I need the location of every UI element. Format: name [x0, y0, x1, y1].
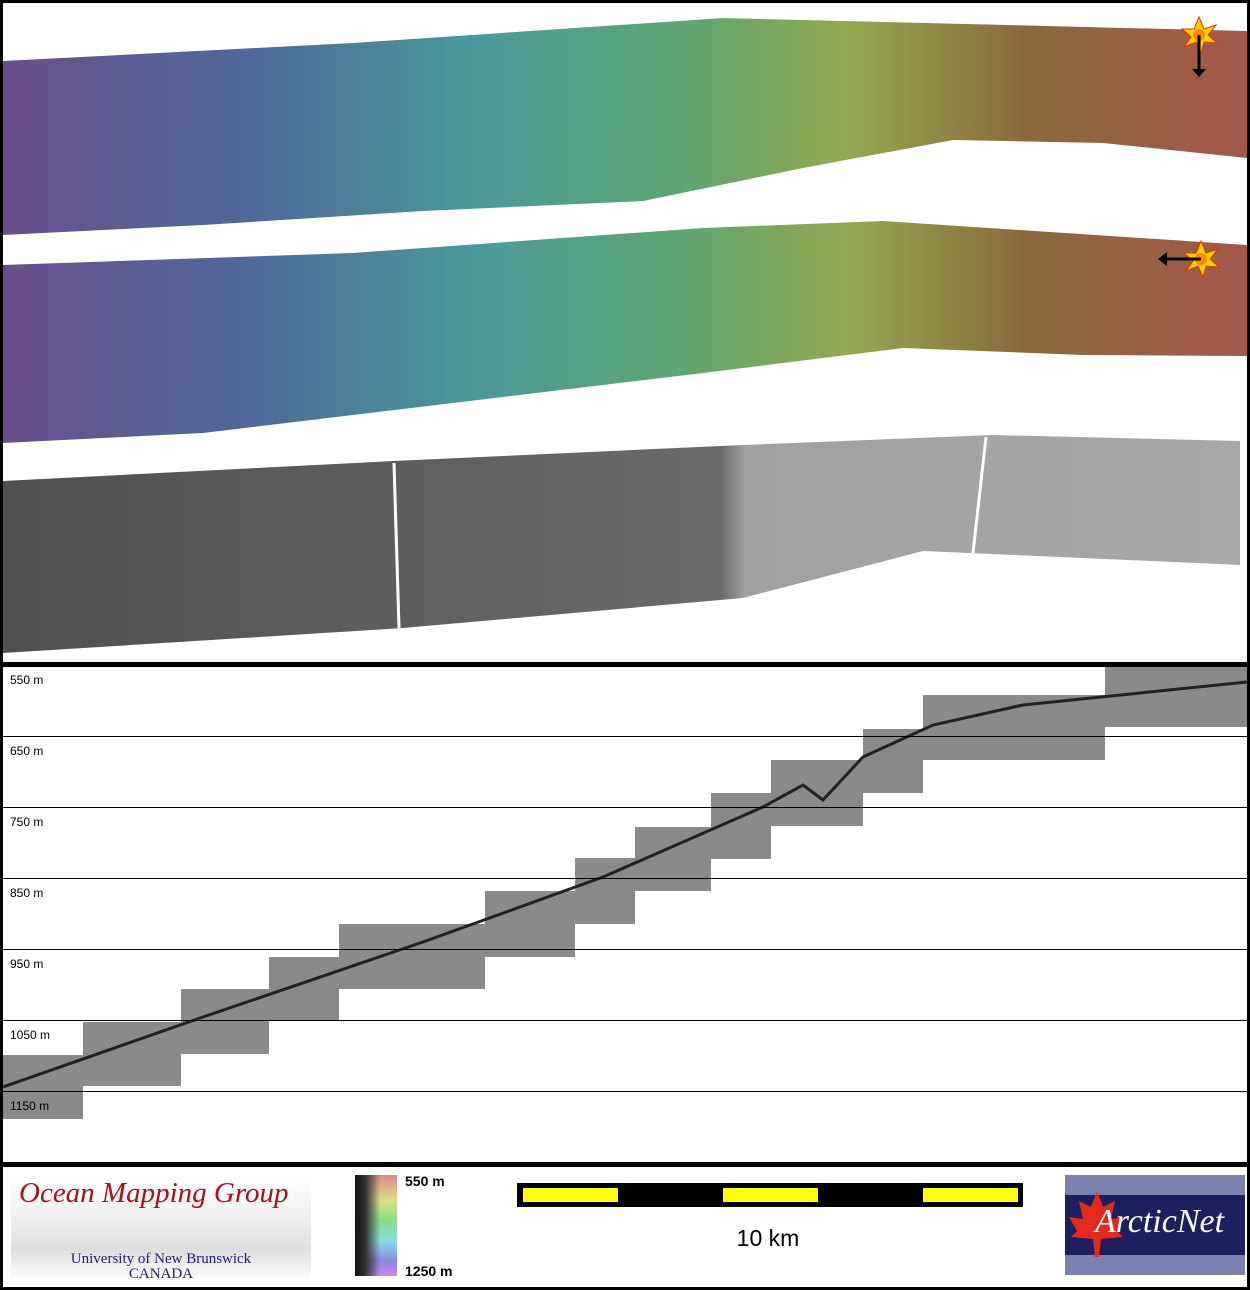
bathymetry-swath-north-illumination: [3, 18, 1247, 235]
swaths-svg: [3, 15, 1247, 653]
logo-band: [1065, 1175, 1245, 1195]
legend-footer: Ocean Mapping Group University of New Br…: [3, 1167, 1247, 1287]
depth-gridline: [3, 1091, 1247, 1092]
colorbar-bottom-label: 1250 m: [405, 1263, 453, 1279]
depth-gridline: [3, 807, 1247, 808]
colorbar-top-label: 550 m: [405, 1173, 445, 1189]
arcticnet-wordmark: ArcticNet: [1095, 1203, 1225, 1240]
depth-label: 750 m: [10, 815, 44, 829]
profile-tiles: [3, 667, 1247, 1119]
seafloor-reflector: [3, 680, 1247, 1089]
backscatter-swath: [3, 435, 1240, 653]
depth-gridline: [3, 878, 1247, 879]
scale-segment: [923, 1188, 1018, 1202]
depth-label: 850 m: [10, 886, 44, 900]
seismic-profile-panel: 550 m 650 m 750 m 850 m 950 m 1050 m 115…: [3, 667, 1247, 1162]
sun-illumination-icon: [1180, 15, 1219, 77]
scale-segment: [723, 1188, 818, 1202]
omg-country: CANADA: [128, 1266, 194, 1282]
depth-colorbar: [355, 1175, 397, 1276]
sun-illumination-icon: [1158, 239, 1221, 279]
depth-gridline: [3, 949, 1247, 950]
map-panel: [3, 3, 1247, 662]
omg-title: Ocean Mapping Group: [19, 1177, 289, 1209]
depth-label: 550 m: [10, 673, 44, 687]
depth-gridline: [3, 736, 1247, 737]
arcticnet-logo: ArcticNet: [1065, 1175, 1245, 1275]
ocean-mapping-group-logo: Ocean Mapping Group University of New Br…: [11, 1173, 311, 1282]
scale-label: 10 km: [736, 1225, 800, 1251]
scale-segment: [523, 1188, 618, 1202]
depth-gridline: [3, 1020, 1247, 1021]
depth-label: 1050 m: [10, 1028, 51, 1042]
profile-svg: [3, 667, 1247, 1119]
depth-label: 1150 m: [10, 1099, 50, 1113]
depth-label: 950 m: [10, 957, 44, 971]
scale-bar: [517, 1183, 1023, 1207]
logo-band: [1065, 1255, 1245, 1275]
bathymetry-swath-east-illumination: [3, 221, 1247, 443]
omg-university: University of New Brunswick: [70, 1251, 252, 1267]
depth-label: 650 m: [10, 744, 44, 758]
maple-leaf-icon: [1069, 1191, 1125, 1257]
